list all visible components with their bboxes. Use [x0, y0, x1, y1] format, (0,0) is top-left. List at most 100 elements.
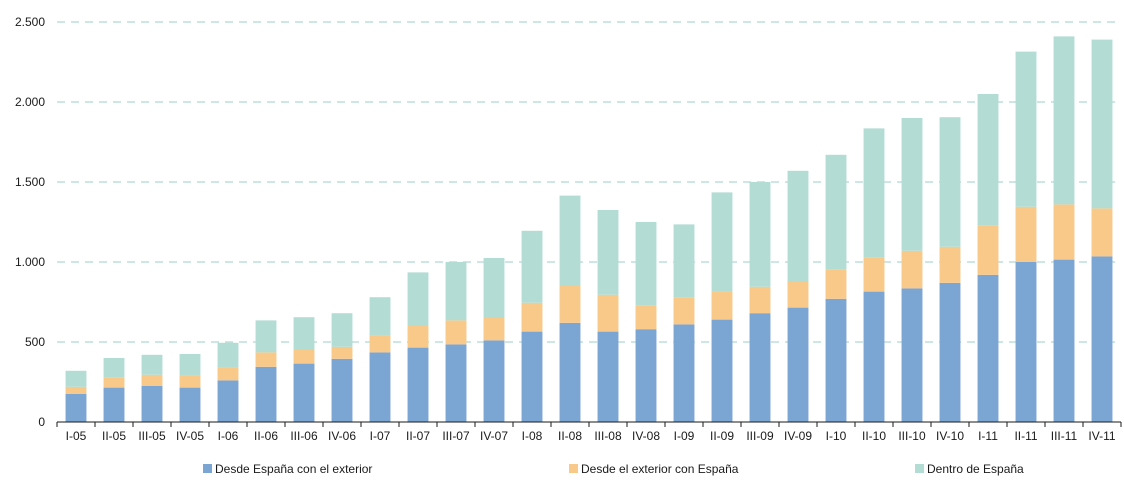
bar-segment-series-0: [977, 274, 999, 422]
bar-segment-series-0: [711, 319, 733, 422]
bar-segment-series-2: [1015, 51, 1037, 207]
y-tick-label: 1.000: [15, 255, 45, 269]
bar-segment-series-1: [255, 352, 277, 367]
bar-segment-series-2: [103, 358, 125, 378]
bar-segment-series-1: [749, 286, 771, 314]
bar-segment-series-1: [711, 291, 733, 320]
x-tick-label: IV-09: [784, 429, 812, 443]
bar-segment-series-2: [597, 210, 619, 295]
bar-segment-series-1: [1053, 204, 1075, 260]
y-axis: 0 500 1.000 1.500 2.000 2.500: [15, 15, 45, 429]
x-tick-label: IV-07: [480, 429, 508, 443]
bar-segment-series-1: [179, 375, 201, 388]
bar-segment-series-1: [901, 250, 923, 289]
bar-segment-series-0: [597, 331, 619, 422]
bar-segment-series-0: [293, 363, 315, 422]
legend-label: Dentro de España: [927, 462, 1024, 476]
legend: Desde España con el exterior Desde el ext…: [203, 462, 1024, 476]
bar-segment-series-1: [521, 302, 543, 332]
bar-segment-series-1: [331, 346, 353, 359]
legend-swatch: [569, 464, 578, 473]
bar-segment-series-2: [635, 222, 657, 306]
bar-segment-series-1: [141, 374, 163, 386]
x-tick-label: II-08: [558, 429, 582, 443]
bar-segment-series-0: [787, 307, 809, 422]
bar-segment-series-0: [331, 358, 353, 422]
bar-segment-series-0: [407, 347, 429, 422]
bar-segment-series-2: [65, 370, 87, 387]
x-tick-label: III-11: [1051, 429, 1078, 443]
bar-segment-series-2: [1091, 39, 1113, 209]
bar-segment-series-0: [825, 298, 847, 422]
bars: [65, 36, 1113, 422]
x-tick-label: I-06: [218, 429, 239, 443]
x-axis: I-05 II-05 III-05 IV-05 I-06 II-06 III-06 IV-06…: [56, 421, 1122, 443]
bar-segment-series-0: [65, 394, 87, 422]
x-tick-label: IV-05: [176, 429, 204, 443]
bar-segment-series-0: [179, 387, 201, 422]
y-tick-label: 0: [38, 415, 45, 429]
bar-segment-series-2: [331, 313, 353, 347]
x-tick-label: III-06: [290, 429, 318, 443]
x-tick-label: IV-06: [328, 429, 356, 443]
bar-segment-series-2: [863, 128, 885, 258]
bar-segment-series-0: [217, 380, 239, 422]
bar-segment-series-2: [255, 320, 277, 353]
bar-segment-series-1: [1015, 206, 1037, 262]
x-tick-label: II-09: [710, 429, 734, 443]
legend-swatch: [203, 464, 212, 473]
bar-segment-series-2: [217, 342, 239, 368]
bar-segment-series-1: [369, 335, 391, 353]
x-tick-label: IV-10: [936, 429, 964, 443]
grid-lines: [57, 21, 1121, 343]
legend-label: Desde el exterior con España: [581, 462, 739, 476]
bar-segment-series-0: [483, 340, 505, 422]
bar-segment-series-2: [559, 195, 581, 286]
bar-segment-series-1: [635, 305, 657, 330]
x-tick-label: IV-11: [1088, 429, 1115, 443]
bar-segment-series-0: [1091, 256, 1113, 422]
bar-segment-series-1: [939, 246, 961, 283]
bar-segment-series-0: [901, 288, 923, 422]
bar-segment-series-0: [103, 387, 125, 422]
bar-segment-series-2: [825, 154, 847, 270]
bar-segment-series-2: [521, 230, 543, 303]
bar-segment-series-0: [749, 313, 771, 422]
bar-segment-series-0: [521, 331, 543, 422]
bar-segment-series-1: [863, 257, 885, 292]
bar-segment-series-2: [369, 297, 391, 336]
bar-segment-series-1: [483, 318, 505, 341]
bar-segment-series-2: [673, 224, 695, 298]
x-tick-label: I-05: [66, 429, 87, 443]
x-tick-label: II-10: [862, 429, 886, 443]
legend-label: Desde España con el exterior: [215, 462, 372, 476]
x-tick-label: IV-08: [632, 429, 660, 443]
bar-segment-series-0: [559, 322, 581, 422]
bar-segment-series-0: [369, 352, 391, 422]
x-tick-label: I-07: [370, 429, 391, 443]
y-tick-label: 2.500: [15, 15, 45, 29]
bar-segment-series-0: [673, 324, 695, 422]
x-tick-label: III-08: [594, 429, 622, 443]
bar-segment-series-1: [293, 350, 315, 364]
bar-segment-series-0: [445, 344, 467, 422]
x-tick-label: II-05: [102, 429, 126, 443]
bar-segment-series-1: [445, 320, 467, 345]
bar-segment-series-0: [141, 386, 163, 422]
bar-segment-series-0: [1053, 259, 1075, 422]
bar-segment-series-2: [407, 272, 429, 326]
bar-segment-series-1: [65, 386, 87, 394]
x-tick-label: I-10: [826, 429, 847, 443]
x-tick-label: II-06: [254, 429, 278, 443]
x-tick-label: I-11: [978, 429, 998, 443]
bar-segment-series-1: [1091, 208, 1113, 257]
bar-segment-series-2: [141, 354, 163, 375]
y-tick-label: 500: [25, 335, 45, 349]
x-tick-label: III-07: [442, 429, 470, 443]
bar-segment-series-1: [673, 297, 695, 325]
bar-segment-series-1: [103, 377, 125, 388]
bar-segment-series-2: [711, 192, 733, 292]
bar-segment-series-0: [1015, 262, 1037, 422]
bar-segment-series-1: [407, 326, 429, 348]
